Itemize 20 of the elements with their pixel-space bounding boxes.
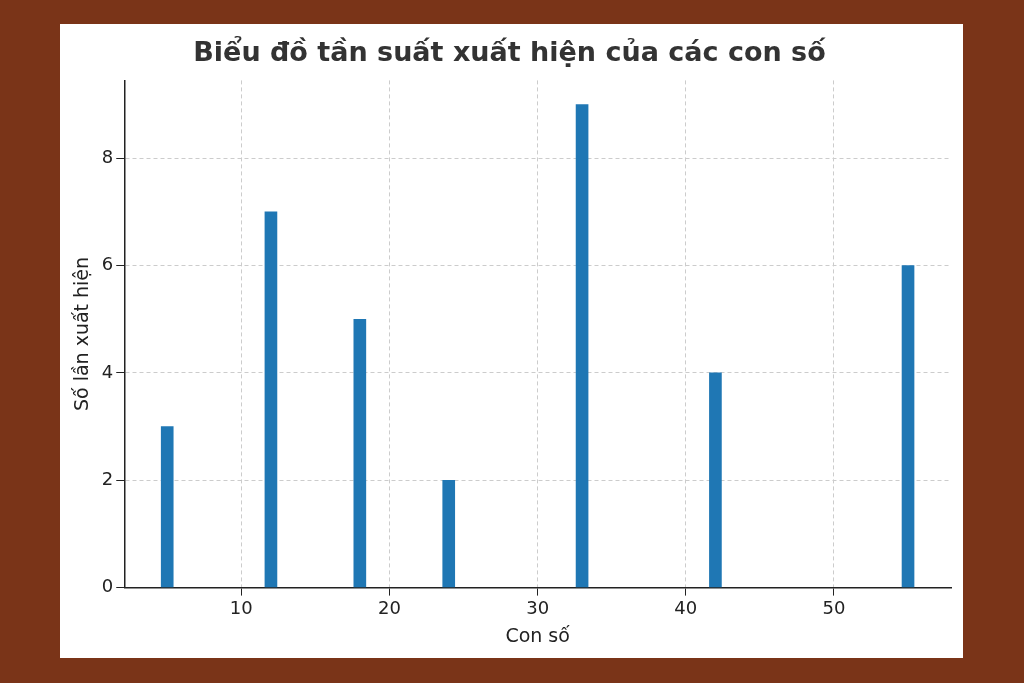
bar: [575, 104, 589, 588]
y-tick-label: 8: [101, 145, 114, 167]
y-tick-label: 6: [101, 253, 114, 275]
x-tick-label: 30: [526, 597, 550, 619]
y-axis-title: Số lần xuất hiện: [70, 256, 93, 412]
y-tick-label: 2: [101, 467, 114, 489]
chart-title: Biểu đồ tần suất xuất hiện của các con số: [193, 35, 827, 68]
bar: [160, 426, 174, 588]
bar: [264, 211, 278, 588]
x-tick-label: 50: [822, 597, 846, 619]
bar: [709, 372, 722, 588]
x-tick-label: 20: [378, 597, 401, 619]
y-tick-label: 4: [101, 360, 114, 382]
x-axis-title: Con số: [505, 623, 571, 646]
x-tick-label: 10: [229, 597, 253, 619]
bar: [442, 479, 456, 588]
y-tick-label: 0: [101, 575, 114, 597]
x-tick-label: 40: [674, 597, 698, 619]
bar: [901, 265, 915, 588]
bar: [353, 318, 367, 588]
